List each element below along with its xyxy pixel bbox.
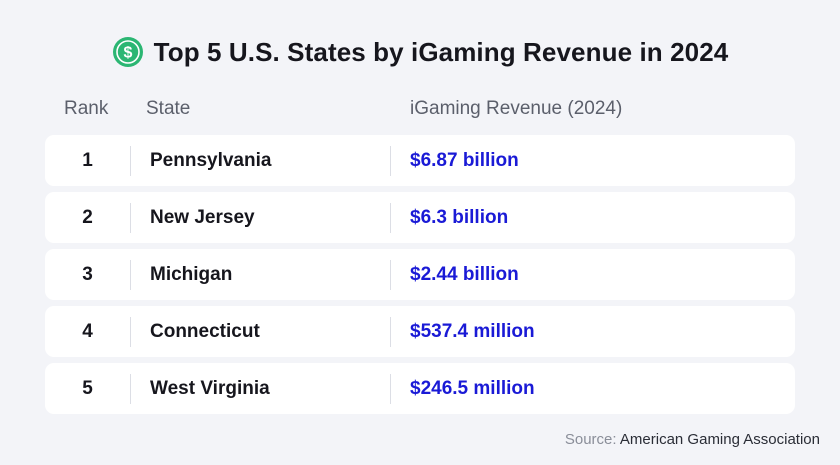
state-cell: Connecticut [150,321,260,342]
column-header-rank: Rank [64,98,109,119]
state-cell: Pennsylvania [150,150,272,171]
revenue-cell: $2.44 billion [410,264,519,285]
column-divider [130,374,131,404]
revenue-cell: $6.87 billion [410,150,519,171]
column-divider [390,374,391,404]
state-cell: New Jersey [150,207,255,228]
table-row: 1 Pennsylvania $6.87 billion [45,135,795,186]
dollar-coin-icon: $ [112,37,143,67]
column-header-revenue: iGaming Revenue (2024) [410,98,623,119]
state-cell: West Virginia [150,378,270,399]
rank-cell: 5 [82,378,93,399]
column-divider [390,260,391,290]
revenue-cell: $6.3 billion [410,207,509,228]
revenue-cell: $246.5 million [410,378,535,399]
revenue-cell: $537.4 million [410,321,535,342]
table-body: 1 Pennsylvania $6.87 billion 2 New Jersey $6.… [45,135,795,420]
rank-cell: 3 [82,264,93,285]
source-value: American Gaming Association [619,431,820,448]
table-row: 3 Michigan $2.44 billion [45,249,795,300]
column-divider [130,317,131,347]
column-divider [390,203,391,233]
column-divider [130,203,131,233]
chart-title-row: $ Top 5 U.S. States by iGaming Revenue i… [0,32,840,72]
state-cell: Michigan [150,264,233,285]
column-header-state: State [146,98,191,119]
rank-cell: 2 [82,207,93,228]
source-note: Source: American Gaming Association [565,431,820,448]
column-divider [130,260,131,290]
source-label: Source: [564,431,617,448]
table-row: 2 New Jersey $6.3 billion [45,192,795,243]
rank-cell: 4 [82,321,93,342]
table-row: 5 West Virginia $246.5 million [45,363,795,414]
table-row: 4 Connecticut $537.4 million [45,306,795,357]
chart-title: Top 5 U.S. States by iGaming Revenue in … [153,36,729,67]
column-divider [390,146,391,176]
rank-cell: 1 [82,150,93,171]
svg-text:$: $ [123,45,132,62]
column-divider [390,317,391,347]
column-divider [130,146,131,176]
table-header: Rank State iGaming Revenue (2024) [0,98,840,124]
